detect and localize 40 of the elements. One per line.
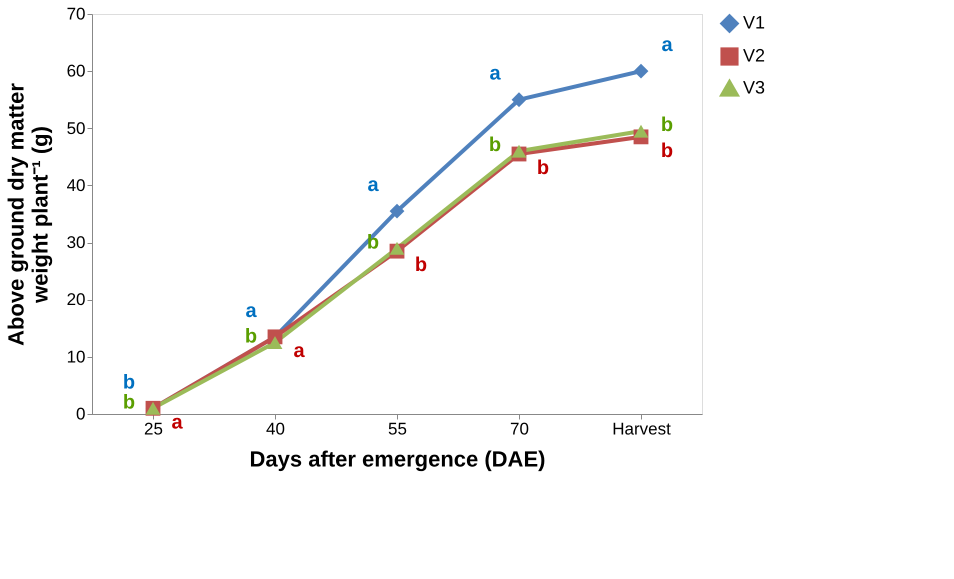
data-label: a: [661, 34, 674, 56]
data-label: b: [122, 371, 136, 394]
data-label: b: [366, 231, 380, 254]
point: [512, 92, 526, 108]
data-label: b: [244, 326, 258, 348]
point: [634, 64, 648, 79]
data-label: b: [122, 391, 136, 414]
data-label: b: [660, 114, 674, 136]
legend-label: V3: [743, 78, 766, 98]
data-label: b: [488, 134, 502, 156]
data-label: a: [367, 174, 380, 196]
point: [390, 204, 404, 219]
y-tick-label: 10: [66, 347, 86, 366]
y-tick-label: 50: [66, 118, 86, 138]
x-tick-label: 55: [388, 420, 407, 438]
y-axis-title: Above ground dry matter weight plant⁻¹ (g): [4, 82, 53, 346]
point: [634, 124, 648, 138]
y-tick-label: 20: [66, 290, 86, 310]
data-label: a: [171, 411, 184, 434]
data-label: a: [293, 340, 306, 362]
x-tick-label: Harvest: [612, 420, 672, 438]
y-tick-label: 40: [66, 176, 86, 195]
data-label: b: [536, 157, 550, 179]
point: [390, 242, 404, 255]
legend-label: V2: [743, 46, 766, 66]
data-label: a: [245, 300, 258, 322]
data-label: b: [414, 254, 428, 276]
data-label: a: [489, 62, 502, 85]
legend-label: V1: [743, 12, 766, 32]
data-label: b: [660, 140, 674, 162]
y-tick-label: 60: [66, 62, 86, 81]
point: [512, 144, 526, 158]
y-tick-label: 0: [76, 404, 86, 424]
x-tick-label: 70: [510, 420, 529, 438]
x-axis-title: Days after emergence (DAE): [250, 446, 546, 472]
x-tick-label: 40: [266, 420, 285, 438]
x-tick-label: 25: [144, 420, 163, 438]
point: [268, 336, 282, 349]
y-tick-label: 30: [66, 233, 86, 252]
y-tick-label: 70: [66, 4, 86, 24]
